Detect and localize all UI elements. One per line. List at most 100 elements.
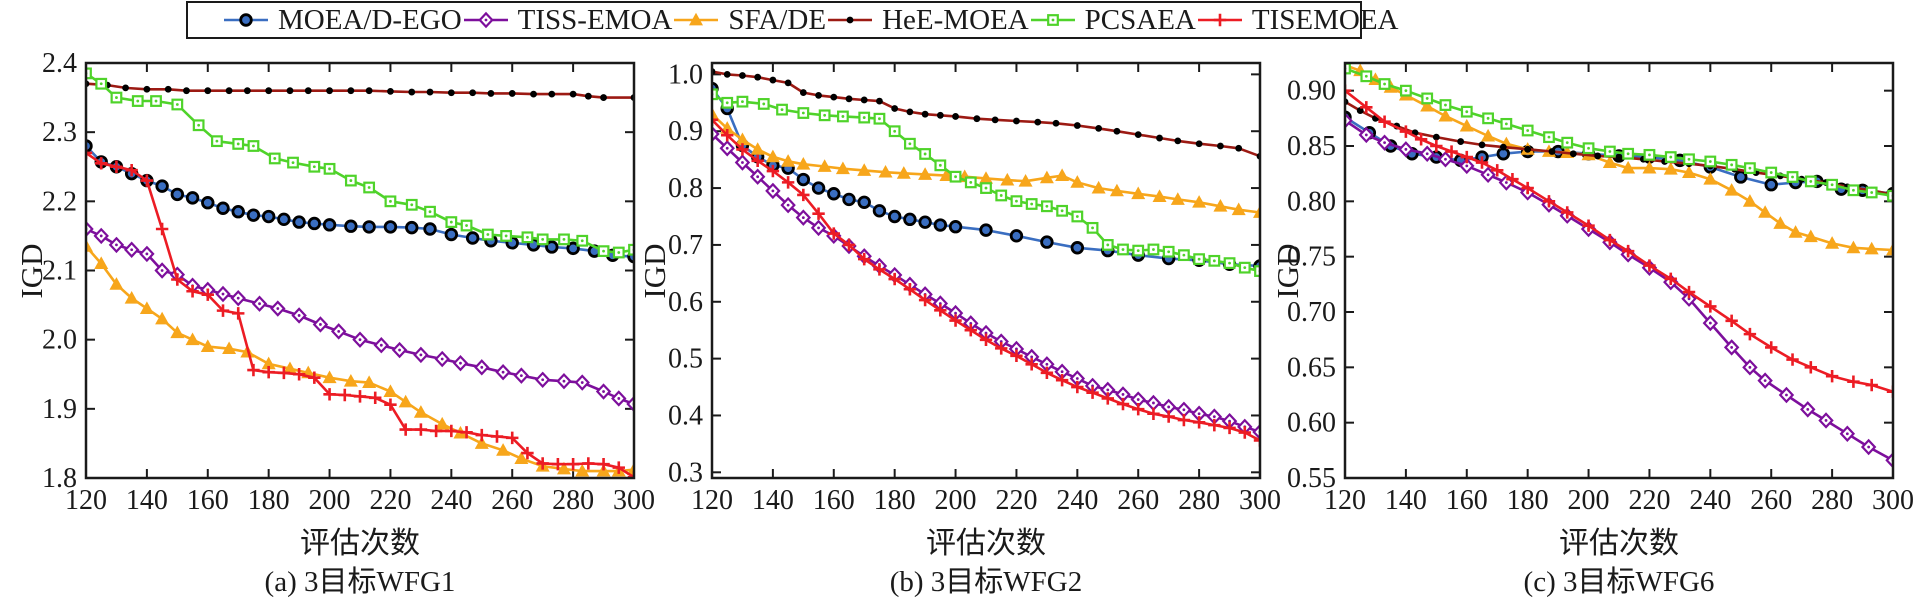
plot-box <box>710 61 1262 480</box>
y-tick-label: 0.75 <box>1287 242 1336 273</box>
legend-item-hee-moea: HeE-MOEA <box>826 3 1029 36</box>
legend-marker-filled-triangle-icon <box>674 12 719 26</box>
y-tick-label: 2.0 <box>42 325 77 356</box>
series-tiss-emoa <box>86 220 634 413</box>
x-tick-label: 280 <box>1811 485 1853 516</box>
y-tick-label: 0.85 <box>1287 131 1336 162</box>
x-tick-label: 120 <box>691 485 733 516</box>
x-tick-label: 260 <box>491 485 533 516</box>
x-tick-label: 120 <box>1324 485 1366 516</box>
legend-item-sfa-de: SFA/DE <box>672 5 826 35</box>
caption-subplot-c: (c) 3目标WFG6 <box>1523 566 1715 598</box>
plot-box <box>84 61 636 480</box>
subplot--b-3-wfg2: 120 140 160 180 200 220 240 260 280 300 0.3 0.4 0.5 0… <box>668 59 1281 516</box>
x-tick-label: 260 <box>1750 485 1792 516</box>
y-axis-label-c: IGD <box>1270 243 1305 299</box>
x-tick-label: 200 <box>309 485 351 516</box>
y-tick-label: 0.9 <box>668 116 703 147</box>
y-tick-label: 0.5 <box>668 344 703 375</box>
x-tick-label: 200 <box>1568 485 1610 516</box>
legend-marker-dot-icon <box>828 16 873 24</box>
x-tick-label: 180 <box>248 485 290 516</box>
legend-label: TISS-EMOA <box>517 3 673 36</box>
x-axis-label-c: 评估次数 <box>1559 527 1679 560</box>
x-tick-label: 220 <box>995 485 1037 516</box>
x-axis-label-a: 评估次数 <box>300 527 420 560</box>
x-tick-label: 140 <box>752 485 794 516</box>
axis-ticks <box>711 63 1261 478</box>
x-tick-label: 160 <box>187 485 229 516</box>
y-tick-label: 0.60 <box>1287 408 1336 439</box>
subplot--a-3-wfg1: 120 140 160 180 200 220 240 260 280 300 1.8 1.9 2.0 2… <box>42 48 655 516</box>
y-tick-label: 0.4 <box>668 400 703 431</box>
x-tick-label: 220 <box>369 485 411 516</box>
x-tick-label: 240 <box>430 485 472 516</box>
legend-marker-open-diamond-icon <box>463 11 508 29</box>
x-tick-label: 240 <box>1056 485 1098 516</box>
legend-item-tisemoea: TISEMOEA <box>1196 3 1399 36</box>
x-tick-label: 200 <box>935 485 977 516</box>
series-tisemoea <box>712 113 1260 447</box>
y-axis-label-b: IGD <box>637 243 672 299</box>
legend-item-moea-d-ego: MOEA/D-EGO <box>222 3 462 36</box>
series-tisemoea <box>1345 84 1893 398</box>
y-tick-label: 0.55 <box>1287 463 1336 494</box>
x-tick-label: 180 <box>874 485 916 516</box>
plot-box <box>1343 61 1895 480</box>
legend-marker-open-circle-icon <box>224 13 268 27</box>
y-tick-label: 2.4 <box>42 48 77 79</box>
series-sfa-de <box>712 106 1260 218</box>
series-pcsaea <box>86 67 634 259</box>
axis-ticks <box>85 62 635 479</box>
subplot--c-3-wfg6: 120 140 160 180 200 220 240 260 280 300 0.55 0.60 0.… <box>1287 61 1913 516</box>
legend-marker-open-square-icon <box>1030 14 1075 26</box>
legend-marker-plus-icon <box>1197 13 1242 27</box>
series-moea-d-ego <box>86 139 634 264</box>
y-tick-label: 0.7 <box>668 230 703 261</box>
legend-label: MOEA/D-EGO <box>278 3 462 36</box>
y-tick-label: 1.0 <box>668 59 703 90</box>
y-tick-label: 1.9 <box>42 394 77 425</box>
x-axis-label-b: 评估次数 <box>926 527 1046 560</box>
x-tick-label: 260 <box>1117 485 1159 516</box>
y-tick-label: 0.3 <box>668 457 703 488</box>
y-tick-label: 0.65 <box>1287 352 1336 383</box>
legend-label: HeE-MOEA <box>882 3 1029 36</box>
series-pcsaea <box>1345 63 1893 202</box>
x-tick-label: 280 <box>552 485 594 516</box>
legend-item-pcsaea: PCSAEA <box>1029 3 1196 36</box>
caption-subplot-b: (b) 3目标WFG2 <box>889 566 1083 598</box>
series-hee-moea <box>86 80 634 101</box>
x-tick-label: 300 <box>1239 485 1281 516</box>
legend-label: TISEMOEA <box>1251 3 1399 36</box>
x-tick-label: 140 <box>1385 485 1427 516</box>
legend-label: PCSAEA <box>1084 3 1196 36</box>
x-tick-label: 180 <box>1507 485 1549 516</box>
x-tick-label: 160 <box>1446 485 1488 516</box>
y-tick-label: 0.90 <box>1287 76 1336 107</box>
legend-box: MOEA/D-EGO TISS-EMOA SFA/DE HeE-MOEA PCSAEA T… <box>186 1 1398 39</box>
x-tick-label: 280 <box>1178 485 1220 516</box>
y-tick-label: 2.3 <box>42 117 77 148</box>
x-tick-label: 140 <box>126 485 168 516</box>
x-tick-label: 240 <box>1689 485 1731 516</box>
y-tick-label: 2.2 <box>42 186 77 217</box>
axis-ticks <box>1344 63 1894 479</box>
legend-item-tiss-emoa: TISS-EMOA <box>462 3 673 36</box>
y-tick-label: 0.70 <box>1287 297 1336 328</box>
y-tick-label: 1.8 <box>42 463 77 494</box>
x-tick-label: 300 <box>1872 485 1913 516</box>
y-tick-label: 0.80 <box>1287 186 1336 217</box>
x-tick-label: 160 <box>813 485 855 516</box>
series-tiss-emoa <box>1345 112 1893 469</box>
series-pcsaea <box>712 88 1260 277</box>
series-tisemoea <box>86 146 634 478</box>
y-tick-label: 0.8 <box>668 173 703 204</box>
caption-subplot-a: (a) 3目标WFG1 <box>264 566 456 598</box>
y-tick-label: 2.1 <box>42 256 77 287</box>
x-tick-label: 120 <box>65 485 107 516</box>
x-tick-label: 300 <box>613 485 655 516</box>
series-hee-moea <box>712 68 1260 160</box>
